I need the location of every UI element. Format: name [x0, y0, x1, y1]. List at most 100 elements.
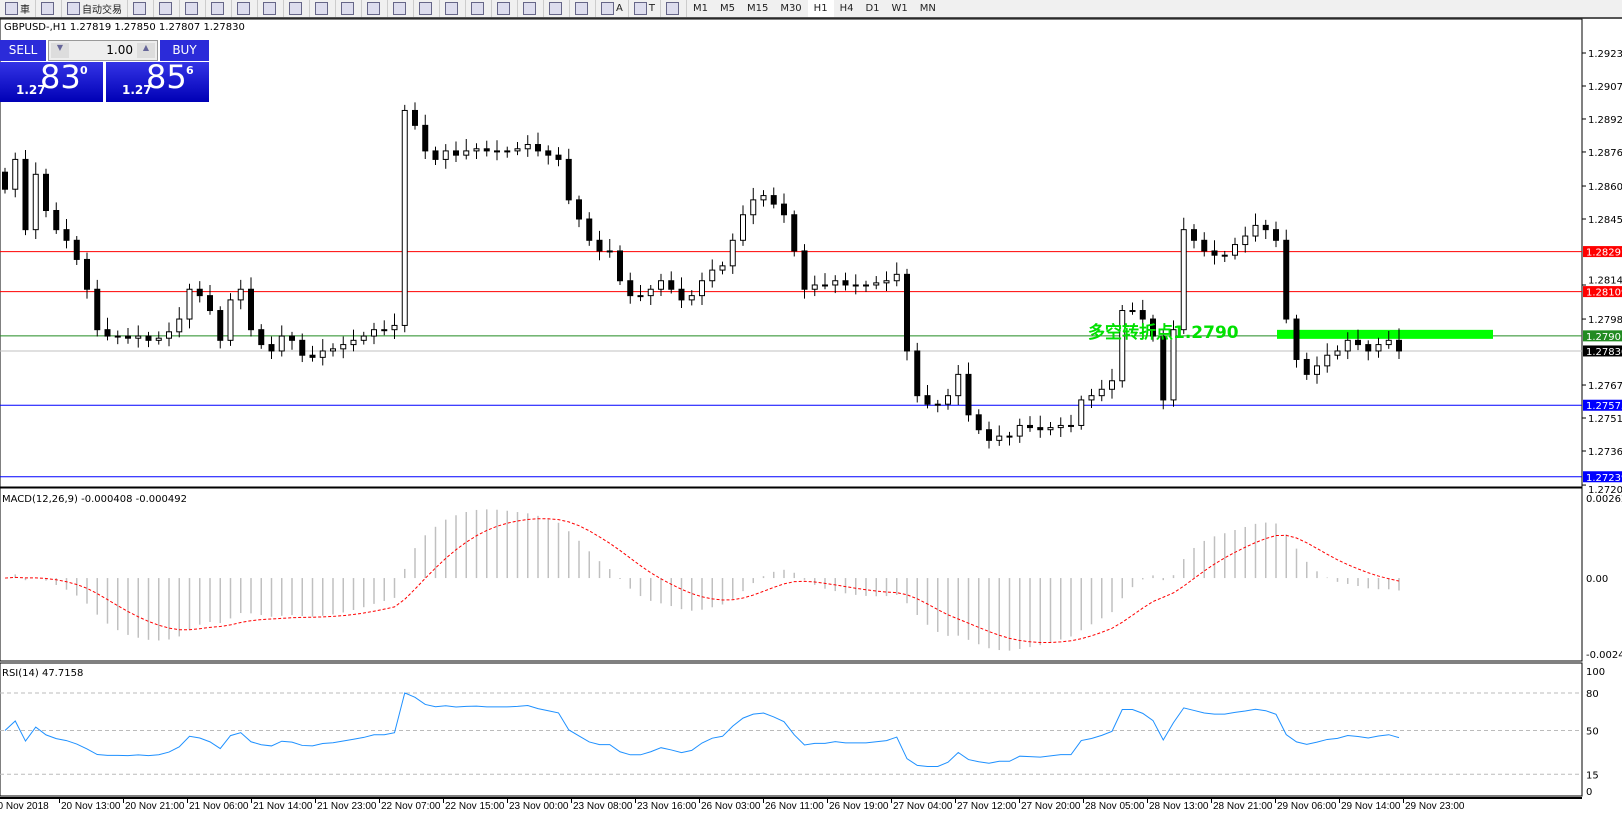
candle[interactable]	[893, 273, 900, 282]
pivot-annotation[interactable]: 多空转折点1.2790	[1088, 323, 1239, 343]
arrows-button[interactable]	[661, 0, 687, 17]
candle[interactable]	[545, 150, 552, 156]
autotrading-button[interactable]: 自动交易	[62, 0, 128, 17]
candle[interactable]	[1139, 310, 1146, 320]
candle[interactable]	[627, 280, 634, 297]
candle[interactable]	[227, 299, 234, 341]
candle[interactable]	[145, 335, 152, 341]
candle[interactable]	[494, 150, 500, 153]
candle[interactable]	[412, 109, 418, 126]
candle[interactable]	[1150, 318, 1156, 337]
candle[interactable]	[945, 395, 951, 405]
candle[interactable]	[1170, 329, 1177, 401]
candle[interactable]	[750, 199, 757, 216]
candle[interactable]	[1314, 365, 1320, 375]
candle[interactable]	[463, 150, 470, 156]
candle[interactable]	[760, 195, 767, 201]
candle[interactable]	[729, 239, 736, 267]
candle[interactable]	[842, 280, 849, 286]
candle[interactable]	[1068, 424, 1074, 427]
candle[interactable]	[504, 150, 511, 153]
candle[interactable]	[596, 239, 603, 252]
lot-stepper[interactable]: ▼ 1.00 ▲	[48, 40, 158, 61]
candle[interactable]	[135, 335, 142, 339]
sell-button[interactable]: SELL	[0, 40, 46, 61]
candle[interactable]	[1396, 339, 1402, 352]
candle[interactable]	[668, 280, 675, 290]
lot-input[interactable]: 1.00	[106, 43, 133, 57]
candle[interactable]	[975, 414, 982, 431]
timeframe-h1[interactable]: H1	[807, 0, 834, 17]
buy-button[interactable]: BUY	[160, 40, 209, 61]
candle[interactable]	[801, 250, 808, 290]
candle[interactable]	[360, 335, 367, 341]
equidistant-channel-button[interactable]	[544, 0, 570, 17]
candle[interactable]	[1252, 224, 1259, 237]
candle[interactable]	[196, 288, 203, 297]
candle[interactable]	[1047, 427, 1054, 431]
candle[interactable]	[278, 335, 285, 352]
macd-chart[interactable]: MACD(12,26,9) -0.000408 -0.000492 0.00262…	[0, 487, 1622, 662]
periods-clock-button[interactable]	[362, 0, 388, 17]
candle[interactable]	[1160, 335, 1167, 401]
candle[interactable]	[22, 158, 29, 231]
candle[interactable]	[248, 288, 254, 331]
candle[interactable]	[1262, 224, 1269, 231]
candle[interactable]	[524, 144, 531, 150]
candle[interactable]	[1375, 344, 1382, 352]
candle[interactable]	[586, 218, 593, 241]
tile-windows-button[interactable]	[258, 0, 284, 17]
timeframe-m5[interactable]: M5	[719, 3, 735, 14]
timeframe-mn[interactable]: MN	[919, 3, 936, 14]
cursor-button[interactable]	[414, 0, 440, 17]
timeframe-h4[interactable]: H4	[839, 3, 854, 14]
candle[interactable]	[606, 250, 613, 253]
candle[interactable]	[1057, 424, 1064, 429]
candle[interactable]	[514, 148, 521, 152]
candle[interactable]	[740, 214, 746, 241]
sell-price[interactable]: 1.27 83 0	[0, 58, 103, 102]
candle[interactable]	[1088, 395, 1095, 401]
candle[interactable]	[32, 173, 39, 231]
candle[interactable]	[688, 295, 695, 301]
candle[interactable]	[1098, 388, 1105, 397]
rsi-chart[interactable]: RSI(14) 47.7158 100 80 50 15 0	[0, 662, 1622, 798]
candle[interactable]	[617, 250, 623, 282]
candle[interactable]	[1037, 427, 1044, 431]
candle[interactable]	[822, 284, 828, 287]
candle[interactable]	[1201, 239, 1208, 252]
candle[interactable]	[53, 209, 60, 231]
line-chart-button[interactable]	[180, 0, 206, 17]
candle[interactable]	[770, 195, 777, 205]
candle[interactable]	[217, 310, 224, 341]
candle[interactable]	[1221, 254, 1228, 257]
candle[interactable]	[637, 295, 644, 298]
candle[interactable]	[258, 329, 265, 346]
candle[interactable]	[1273, 229, 1279, 241]
candle-chart-button[interactable]	[154, 0, 180, 17]
candle[interactable]	[125, 335, 131, 339]
candle[interactable]	[483, 148, 490, 152]
candle[interactable]	[576, 199, 582, 220]
candle[interactable]	[432, 150, 439, 160]
candle[interactable]	[94, 288, 101, 331]
candle[interactable]	[104, 329, 111, 337]
candle[interactable]	[647, 288, 654, 297]
candle[interactable]	[422, 124, 429, 152]
candle[interactable]	[1355, 339, 1361, 346]
candle[interactable]	[186, 288, 193, 320]
candle[interactable]	[1191, 229, 1197, 241]
chart-shift-button[interactable]	[284, 0, 310, 17]
candle[interactable]	[781, 203, 787, 216]
price-chart[interactable]: 1.29230 1.29075 1.28920 1.28765 1.28605 1.284…	[0, 18, 1622, 496]
timeframe-m15[interactable]: M15	[746, 3, 769, 14]
candle[interactable]	[84, 258, 90, 290]
candle[interactable]	[965, 373, 972, 416]
candle[interactable]	[658, 280, 664, 290]
candle[interactable]	[852, 284, 859, 287]
candle[interactable]	[1180, 229, 1187, 331]
candle[interactable]	[453, 150, 459, 156]
candle[interactable]	[934, 403, 941, 406]
candle[interactable]	[883, 280, 890, 284]
candle[interactable]	[1109, 380, 1115, 390]
